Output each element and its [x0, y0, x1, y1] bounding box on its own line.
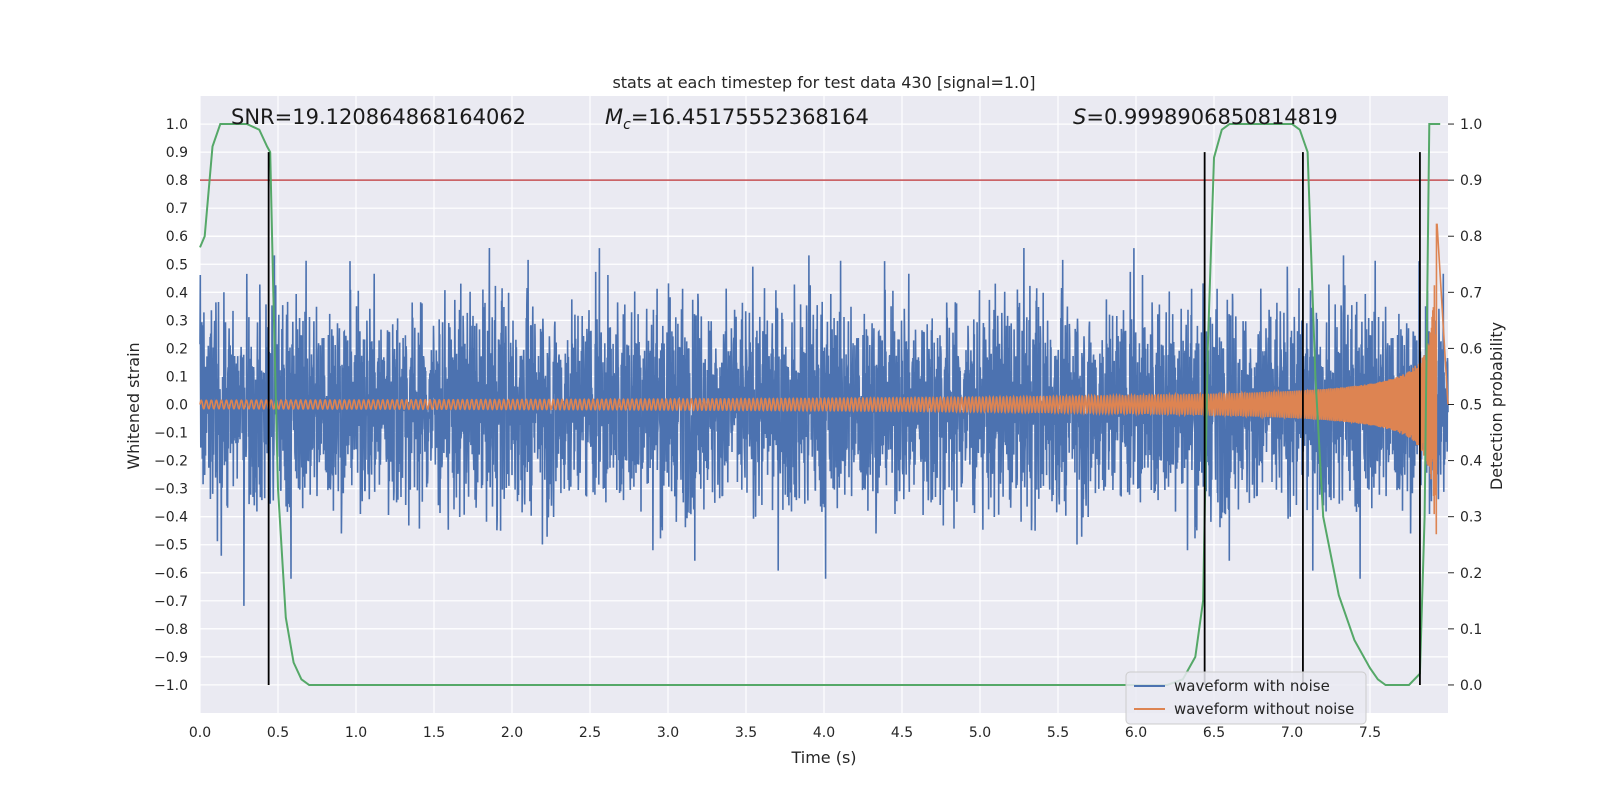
y-tick-label: 0.6	[166, 229, 188, 245]
y-tick-label: 0.1	[166, 369, 188, 385]
y-tick-label: 0.0	[166, 398, 188, 414]
y2-tick-label: 0.7	[1460, 285, 1482, 301]
x-tick-label: 3.0	[657, 725, 679, 741]
y-tick-label: −0.7	[154, 594, 188, 610]
series-layer	[199, 223, 1449, 606]
legend-label-noise: waveform with noise	[1174, 677, 1330, 695]
y2-tick-label: 0.6	[1460, 341, 1482, 357]
y2-tick-label: 0.9	[1460, 173, 1482, 189]
s-value: =0.9998906850814819	[1086, 105, 1337, 129]
x-tick-label: 2.0	[501, 725, 523, 741]
mc-annotation: Mc=16.45175552368164	[605, 105, 869, 133]
y2-tick-label: 1.0	[1460, 117, 1482, 133]
mc-symbol: M	[605, 105, 623, 129]
y2-tick-label: 0.0	[1460, 678, 1482, 694]
y-tick-label: 0.5	[166, 257, 188, 273]
x-tick-label: 1.5	[423, 725, 445, 741]
y2-tick-label: 0.5	[1460, 398, 1482, 414]
x-tick-label: 7.0	[1281, 725, 1303, 741]
y-tick-label: −0.1	[154, 426, 188, 442]
y2-axis-label: Detection probability	[1487, 322, 1506, 490]
x-tick-label: 3.5	[735, 725, 757, 741]
axis-layer: 0.0 0.5 1.0 1.5 2.0 2.5 3.0 3.5 4.0 4.5 5.0 5.5 6.0 6…	[154, 117, 1482, 741]
y2-tick-label: 0.4	[1460, 454, 1482, 470]
series-waveform-without-noise	[199, 223, 1449, 535]
overlay-layer	[199, 123, 1448, 686]
y2-tick-label: 0.3	[1460, 510, 1482, 526]
x-tick-label: 5.5	[1047, 725, 1069, 741]
legend: waveform with noise waveform without noi…	[1125, 671, 1367, 725]
y-tick-label: −0.6	[154, 566, 188, 582]
y-tick-label: 0.4	[166, 285, 188, 301]
x-tick-label: 0.0	[189, 725, 211, 741]
legend-label-clean: waveform without noise	[1174, 700, 1354, 718]
y2-tick-label: 0.1	[1460, 622, 1482, 638]
y-tick-label: 0.2	[166, 341, 188, 357]
y-tick-label: −0.9	[154, 650, 188, 666]
mc-value: =16.45175552368164	[631, 105, 869, 129]
y-tick-label: −1.0	[154, 678, 188, 694]
x-tick-label: 1.0	[345, 725, 367, 741]
y2-tick-label: 0.8	[1460, 229, 1482, 245]
y-tick-label: 0.7	[166, 201, 188, 217]
y-tick-label: 1.0	[166, 117, 188, 133]
y-tick-label: 0.9	[166, 145, 188, 161]
y-tick-label: −0.8	[154, 622, 188, 638]
mc-subscript: c	[623, 117, 631, 133]
s-symbol: S	[1073, 105, 1086, 129]
x-tick-label: 5.0	[969, 725, 991, 741]
x-tick-label: 4.5	[891, 725, 913, 741]
x-axis-label: Time (s)	[790, 748, 856, 767]
y-tick-label: −0.2	[154, 454, 188, 470]
series-detection-probability	[199, 123, 1441, 686]
y-tick-label: −0.4	[154, 510, 188, 526]
y-tick-label: 0.3	[166, 313, 188, 329]
y2-tick-label: 0.2	[1460, 566, 1482, 582]
snr-annotation: SNR=19.120864868164062	[231, 105, 526, 129]
series-waveform-with-noise	[199, 247, 1449, 606]
y-axis-label: Whitened strain	[124, 342, 143, 469]
y-tick-label: −0.3	[154, 482, 188, 498]
legend-box	[1125, 671, 1367, 725]
chart-title: stats at each timestep for test data 430…	[612, 73, 1035, 92]
s-annotation: S=0.9998906850814819	[1073, 105, 1338, 129]
x-tick-label: 6.0	[1125, 725, 1147, 741]
y-tick-label: −0.5	[154, 538, 188, 554]
x-tick-label: 6.5	[1203, 725, 1225, 741]
x-tick-label: 0.5	[267, 725, 289, 741]
y-tick-label: 0.8	[166, 173, 188, 189]
x-tick-label: 7.5	[1359, 725, 1381, 741]
x-tick-label: 2.5	[579, 725, 601, 741]
x-tick-label: 4.0	[813, 725, 835, 741]
